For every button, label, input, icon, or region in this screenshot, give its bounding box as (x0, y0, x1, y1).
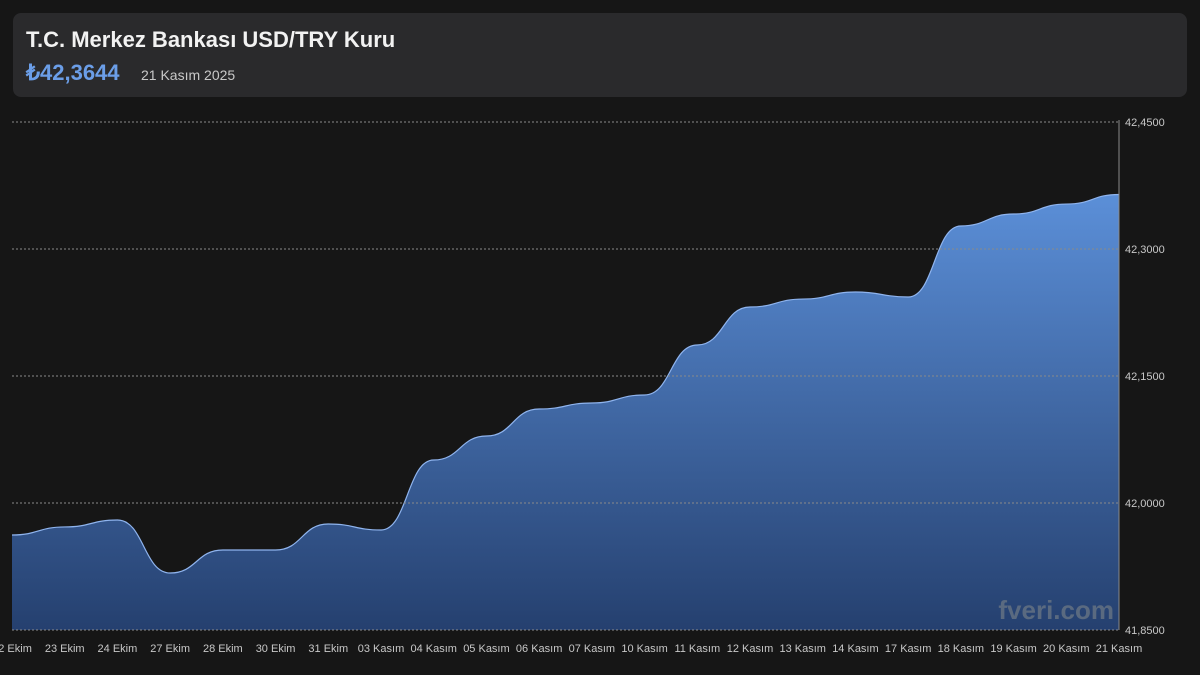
x-tick-label: 04 Kasım (410, 643, 456, 655)
x-tick-label: 20 Kasım (1043, 643, 1089, 655)
x-tick-label: 12 Kasım (727, 643, 773, 655)
area (12, 194, 1119, 630)
header-card: T.C. Merkez Bankası USD/TRY Kuru ₺42,364… (13, 13, 1187, 97)
line (11, 193, 1120, 574)
x-tick-label: 22 Ekim (0, 643, 32, 655)
x-tick-label: 30 Ekim (256, 643, 296, 655)
y-tick-label: 41,8500 (1125, 625, 1165, 637)
x-tick-label: 27 Ekim (150, 643, 190, 655)
date: 21 Kasım 2025 (141, 67, 236, 83)
title: T.C. Merkez Bankası USD/TRY Kuru (26, 27, 396, 52)
watermark: fveri.com (998, 595, 1114, 625)
x-tick-label: 24 Ekim (98, 643, 138, 655)
x-tick-label: 28 Ekim (203, 643, 243, 655)
x-tick-label: 07 Kasım (569, 643, 615, 655)
y-tick-label: 42,4500 (1125, 117, 1165, 129)
x-tick-label: 13 Kasım (779, 643, 825, 655)
x-tick-label: 17 Kasım (885, 643, 931, 655)
y-tick-label: 42,1500 (1125, 371, 1165, 383)
x-tick-label: 10 Kasım (621, 643, 667, 655)
x-tick-label: 23 Ekim (45, 643, 85, 655)
x-tick-label: 14 Kasım (832, 643, 878, 655)
x-tick-label: 05 Kasım (463, 643, 509, 655)
x-tick-label: 18 Kasım (938, 643, 984, 655)
x-tick-label: 03 Kasım (358, 643, 404, 655)
x-tick-label: 21 Kasım (1096, 643, 1142, 655)
x-tick-label: 06 Kasım (516, 643, 562, 655)
x-tick-label: 31 Ekim (308, 643, 348, 655)
x-tick-label: 19 Kasım (990, 643, 1036, 655)
x-tick-label: 11 Kasım (674, 643, 720, 655)
y-tick-label: 42,3000 (1125, 244, 1165, 256)
y-tick-label: 42,0000 (1125, 498, 1165, 510)
price: ₺42,3644 (26, 60, 120, 85)
